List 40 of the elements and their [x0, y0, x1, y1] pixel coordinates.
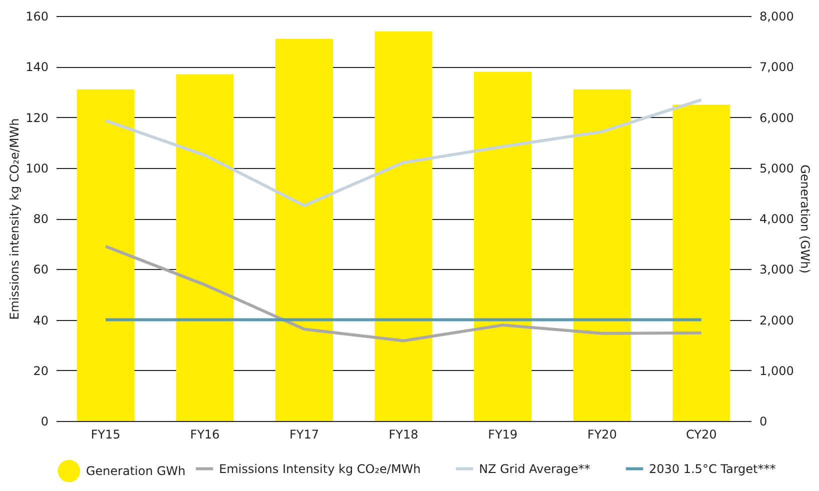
y2-tick-label: 8,000 — [760, 10, 794, 24]
x-tick-label: FY18 — [388, 428, 418, 442]
x-tick-label: FY17 — [289, 428, 319, 442]
legend-label: 2030 1.5°C Target*** — [649, 462, 776, 476]
y-tick-label: 140 — [26, 60, 48, 74]
bar — [672, 104, 730, 421]
y2-tick-label: 0 — [760, 414, 768, 428]
bar — [374, 31, 432, 421]
y2-tick-label: 3,000 — [760, 262, 794, 277]
line-series — [104, 98, 703, 208]
y2-tick-label: 1,000 — [760, 364, 794, 378]
bar — [76, 89, 134, 421]
bar — [275, 38, 334, 421]
y-tick-label: 80 — [33, 212, 48, 226]
legend-label: Emissions Intensity kg CO₂e/MWh — [219, 462, 421, 476]
y-tick-label: 100 — [26, 161, 48, 176]
legend-label: Generation GWh — [86, 464, 186, 478]
bar — [176, 74, 234, 421]
y2-axis-title: Generation (GWh) — [798, 164, 812, 274]
y2-tick-label: 5,000 — [760, 161, 794, 176]
x-tick-label: FY19 — [488, 428, 518, 442]
y2-tick-label: 2,000 — [760, 313, 794, 328]
y-tick-label: 160 — [26, 10, 48, 24]
x-tick-label: FY16 — [190, 428, 220, 442]
y-tick-label: 60 — [33, 262, 48, 277]
y-tick-label: 0 — [40, 414, 48, 428]
x-tick-label: FY15 — [90, 428, 120, 442]
y2-tick-label: 4,000 — [760, 212, 794, 226]
legend-label: NZ Grid Average** — [479, 462, 590, 476]
bar — [474, 72, 532, 421]
x-tick-label: FY20 — [587, 428, 617, 442]
line-series — [104, 244, 703, 342]
y2-tick-label: 6,000 — [760, 110, 794, 125]
y2-tick-label: 7,000 — [760, 60, 794, 74]
y-tick-label: 20 — [33, 364, 48, 378]
bar — [573, 89, 631, 421]
y-tick-label: 40 — [33, 313, 48, 328]
y-tick-label: 120 — [26, 110, 48, 125]
x-tick-label: CY20 — [686, 428, 717, 442]
y-axis-title: Emissions intensity kg CO₂e/MWh — [8, 118, 22, 320]
